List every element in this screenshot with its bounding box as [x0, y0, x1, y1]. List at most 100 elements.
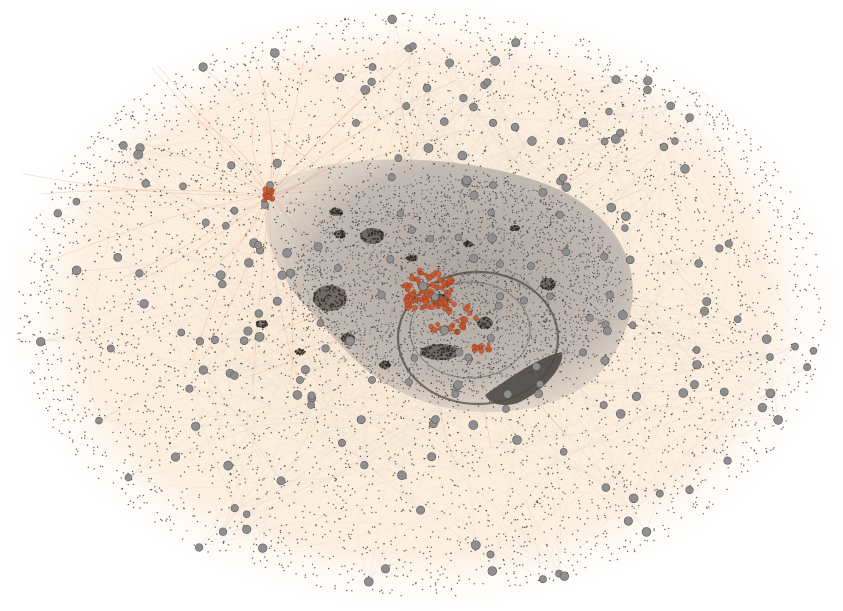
node [314, 57, 317, 60]
node [433, 216, 435, 218]
node [294, 491, 296, 493]
node [251, 122, 253, 125]
node [726, 176, 728, 178]
node [489, 193, 491, 195]
node [268, 367, 271, 369]
node [501, 41, 503, 43]
node [634, 297, 636, 300]
node [134, 283, 136, 285]
node [284, 402, 287, 404]
node [559, 525, 561, 527]
node [160, 414, 162, 416]
node [404, 400, 406, 402]
node [488, 560, 490, 562]
node [744, 294, 746, 296]
node [617, 218, 620, 221]
node [90, 190, 93, 192]
node [750, 150, 752, 152]
node [479, 165, 482, 167]
node [236, 137, 238, 139]
node [324, 418, 326, 420]
node [611, 181, 614, 183]
node [417, 324, 419, 327]
node [482, 172, 485, 174]
node [721, 149, 723, 151]
node [148, 443, 151, 445]
node [317, 421, 319, 424]
node [494, 109, 496, 111]
node [684, 140, 686, 143]
node [107, 340, 109, 342]
node [431, 465, 433, 467]
node [702, 355, 704, 358]
node [45, 407, 47, 409]
node [618, 121, 621, 123]
node [476, 53, 479, 55]
node [552, 472, 554, 475]
node [450, 110, 453, 112]
node [174, 420, 176, 422]
node [479, 89, 481, 91]
node [731, 364, 733, 367]
node [455, 39, 457, 41]
node [319, 207, 321, 209]
node [42, 392, 45, 394]
node [526, 485, 528, 487]
node [737, 141, 739, 144]
node [217, 117, 219, 119]
node [593, 120, 595, 122]
node [511, 190, 514, 192]
node [281, 500, 284, 502]
node [648, 437, 650, 439]
node [182, 214, 185, 216]
node [469, 73, 471, 75]
node [644, 183, 646, 185]
node [223, 61, 226, 63]
node [527, 533, 529, 535]
node [40, 257, 42, 260]
node [696, 435, 698, 438]
node [133, 127, 135, 129]
node [691, 240, 693, 242]
node [742, 442, 744, 444]
node [797, 295, 799, 298]
edge [647, 89, 814, 351]
node [476, 176, 478, 178]
node [236, 63, 239, 65]
node [66, 307, 68, 309]
node [723, 206, 726, 208]
node [189, 332, 191, 334]
node [213, 252, 215, 255]
node [216, 519, 218, 522]
node [213, 333, 215, 335]
node [128, 193, 130, 195]
node [403, 126, 406, 128]
edge [125, 147, 182, 333]
node [423, 322, 425, 325]
node [695, 496, 698, 499]
node [811, 378, 813, 380]
node [47, 409, 49, 412]
node [363, 343, 365, 346]
node [735, 192, 737, 195]
node [253, 550, 255, 553]
node [216, 165, 218, 167]
node [239, 410, 241, 412]
node [409, 350, 412, 352]
node [117, 338, 120, 341]
node [597, 255, 600, 258]
node [298, 178, 300, 180]
node [111, 223, 114, 225]
node [440, 192, 443, 194]
node [108, 190, 110, 193]
node [242, 131, 245, 133]
node [333, 101, 335, 104]
node [618, 505, 620, 507]
node [223, 189, 225, 191]
node [799, 290, 801, 292]
node [395, 94, 397, 96]
node [407, 277, 409, 279]
node [696, 105, 698, 108]
node [488, 37, 490, 39]
node [194, 180, 197, 182]
